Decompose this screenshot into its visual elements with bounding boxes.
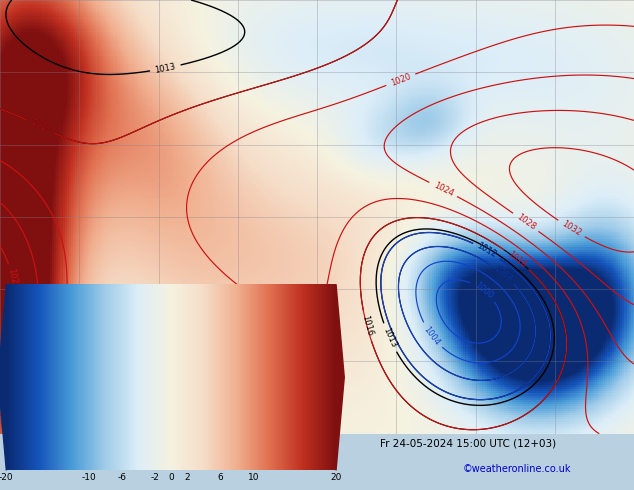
Text: 1016: 1016 <box>29 118 52 135</box>
Text: 1008: 1008 <box>491 263 514 284</box>
Text: 1024: 1024 <box>432 181 455 198</box>
Text: 1012: 1012 <box>476 242 498 260</box>
Text: 1012: 1012 <box>476 242 498 260</box>
Text: 2: 2 <box>185 473 190 482</box>
Text: 1013: 1013 <box>154 62 177 74</box>
Text: 1032: 1032 <box>560 220 583 238</box>
Text: 10: 10 <box>248 473 259 482</box>
Text: -20: -20 <box>0 473 14 482</box>
Text: 1028: 1028 <box>515 213 537 232</box>
Text: 1008: 1008 <box>491 263 514 284</box>
Text: 1016: 1016 <box>506 249 528 270</box>
Text: -6: -6 <box>117 473 126 482</box>
Text: 1024: 1024 <box>17 363 34 386</box>
Text: 1016: 1016 <box>223 380 244 401</box>
Text: -10: -10 <box>81 473 96 482</box>
Text: 1013: 1013 <box>381 326 398 349</box>
Polygon shape <box>336 284 344 470</box>
Text: 1028: 1028 <box>6 268 19 290</box>
Text: Fr 24-05-2024 15:00 UTC (12+03): Fr 24-05-2024 15:00 UTC (12+03) <box>380 438 557 448</box>
Text: ©weatheronline.co.uk: ©weatheronline.co.uk <box>463 464 571 474</box>
Text: 1016: 1016 <box>223 380 244 401</box>
Polygon shape <box>0 284 6 470</box>
Text: SLP tendency [hPa] ECMWF: SLP tendency [hPa] ECMWF <box>6 438 149 448</box>
Text: 1000: 1000 <box>472 281 495 301</box>
Text: 20: 20 <box>330 473 342 482</box>
Text: -2: -2 <box>150 473 159 482</box>
Text: 0: 0 <box>168 473 174 482</box>
Text: 1016: 1016 <box>29 118 52 135</box>
Text: 1016: 1016 <box>359 314 374 337</box>
Text: 6: 6 <box>217 473 224 482</box>
Text: 1020: 1020 <box>52 344 66 367</box>
Text: 1004: 1004 <box>422 324 442 347</box>
Text: 1020: 1020 <box>389 72 412 88</box>
